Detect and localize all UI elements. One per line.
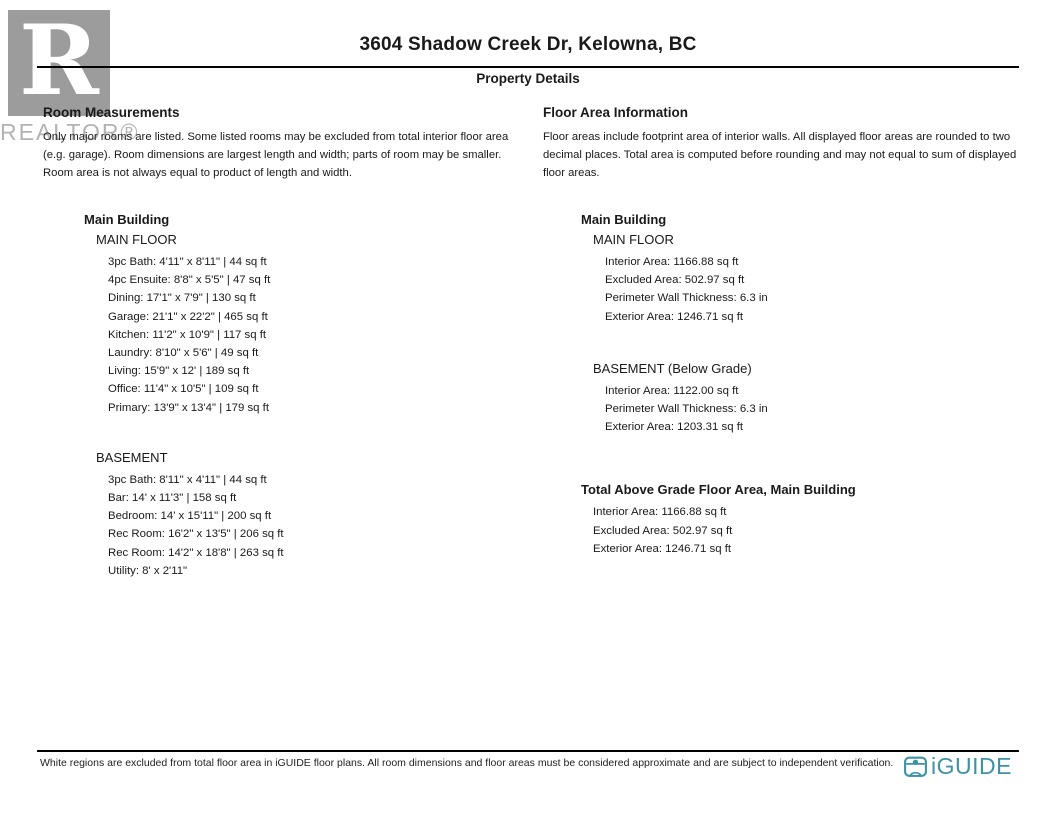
floor-name-main-floor: MAIN FLOOR xyxy=(593,232,674,247)
basement-room-list: 3pc Bath: 8'11" x 4'11" | 44 sq ft Bar: 1… xyxy=(108,471,528,580)
building-name: Main Building xyxy=(581,212,667,227)
floor-area-row: Interior Area: 1166.88 sq ft xyxy=(593,506,727,519)
floor-area-row: Perimeter Wall Thickness: 6.3 in xyxy=(605,403,768,416)
iguide-brand: iGUIDE xyxy=(903,753,1012,780)
room-measurements-description: Only major rooms are listed. Some listed… xyxy=(43,131,509,179)
floor-area-description: Floor areas include footprint area of in… xyxy=(543,131,1017,179)
room-measurement-row: Living: 15'9" x 12' | 189 sq ft xyxy=(108,365,250,378)
footer-disclaimer: White regions are excluded from total fl… xyxy=(40,757,894,769)
floor-area-row: Exterior Area: 1203.31 sq ft xyxy=(605,421,744,434)
page-title: 3604 Shadow Creek Dr, Kelowna, BC xyxy=(359,34,697,55)
main-floor-room-list: 3pc Bath: 4'11" x 8'11" | 44 sq ft 4pc En… xyxy=(108,253,528,417)
building-name: Main Building xyxy=(84,212,170,227)
room-measurements-heading: Room Measurements xyxy=(43,105,180,120)
room-measurement-row: Dining: 17'1" x 7'9" | 130 sq ft xyxy=(108,292,256,305)
realtor-watermark-label: REALTOR® xyxy=(0,119,140,145)
room-measurement-row: Utility: 8' x 2'11" xyxy=(108,564,188,577)
header: 3604 Shadow Creek Dr, Kelowna, BC xyxy=(37,34,1019,56)
room-measurement-row: Bedroom: 14' x 15'11" | 200 sq ft xyxy=(108,510,272,523)
floor-area-row: Interior Area: 1166.88 sq ft xyxy=(605,256,739,268)
total-above-grade-heading: Total Above Grade Floor Area, Main Build… xyxy=(581,482,856,498)
room-measurement-row: Bar: 14' x 11'3" | 158 sq ft xyxy=(108,492,237,505)
floor-area-row: Excluded Area: 502.97 sq ft xyxy=(605,274,745,287)
room-measurement-row: Office: 11'4" x 10'5" | 109 sq ft xyxy=(108,383,259,396)
room-measurement-row: Rec Room: 16'2" x 13'5" | 206 sq ft xyxy=(108,528,284,541)
floor-name-basement: BASEMENT xyxy=(96,449,168,465)
realtor-logo-square: R xyxy=(8,10,110,116)
footer-divider xyxy=(37,750,1019,752)
page-subtitle: Property Details xyxy=(476,71,580,86)
floor-area-row: Excluded Area: 502.97 sq ft xyxy=(593,524,733,537)
floor-area-row: Interior Area: 1122.00 sq ft xyxy=(605,384,739,397)
total-area-list: Interior Area: 1166.88 sq ft Excluded Are… xyxy=(593,503,1023,558)
room-measurements-section: Room Measurements Only major rooms are l… xyxy=(43,105,528,580)
floor-name-main-floor: MAIN FLOOR xyxy=(96,232,177,247)
realtor-r-glyph: R xyxy=(19,4,99,117)
room-measurement-row: 3pc Bath: 4'11" x 8'11" | 44 sq ft xyxy=(108,256,267,268)
basement-area-list: Interior Area: 1122.00 sq ft Perimeter Wa… xyxy=(605,382,1023,437)
main-floor-area-list: Interior Area: 1166.88 sq ft Excluded Are… xyxy=(605,253,1023,326)
header-divider xyxy=(37,66,1019,68)
iguide-brand-name: iGUIDE xyxy=(931,753,1012,779)
floor-area-row: Exterior Area: 1246.71 sq ft xyxy=(605,310,744,323)
floor-area-information-section: Floor Area Information Floor areas inclu… xyxy=(543,105,1023,558)
floor-area-heading: Floor Area Information xyxy=(543,105,689,120)
room-measurement-row: Kitchen: 11'2" x 10'9" | 117 sq ft xyxy=(108,328,267,341)
floor-area-row: Perimeter Wall Thickness: 6.3 in xyxy=(605,292,768,305)
room-measurement-row: Garage: 21'1" x 22'2" | 465 sq ft xyxy=(108,310,268,323)
iguide-camera-icon xyxy=(904,756,928,777)
room-measurement-row: Rec Room: 14'2" x 18'8" | 263 sq ft xyxy=(108,546,284,559)
room-measurement-row: 3pc Bath: 8'11" x 4'11" | 44 sq ft xyxy=(108,473,267,486)
realtor-watermark: R REALTOR® xyxy=(0,10,139,146)
floor-area-row: Exterior Area: 1246.71 sq ft xyxy=(593,542,732,555)
room-measurement-row: Primary: 13'9" x 13'4" | 179 sq ft xyxy=(108,401,270,414)
room-measurement-row: 4pc Ensuite: 8'8" x 5'5" | 47 sq ft xyxy=(108,274,271,287)
floor-name-basement-below-grade: BASEMENT (Below Grade) xyxy=(593,360,752,376)
room-measurement-row: Laundry: 8'10" x 5'6" | 49 sq ft xyxy=(108,347,259,360)
